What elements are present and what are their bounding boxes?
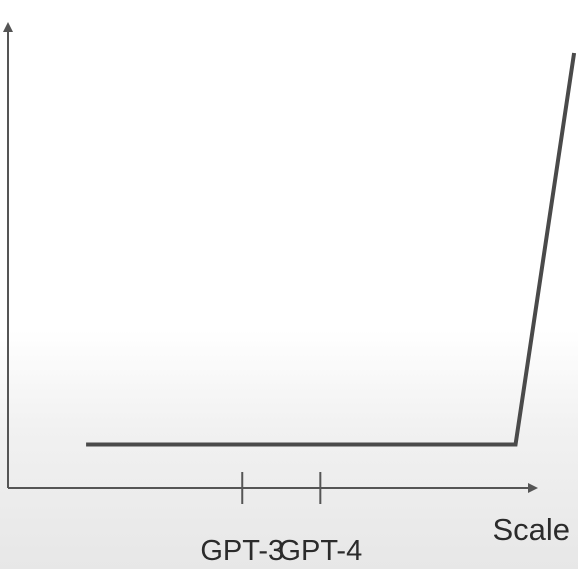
series-line bbox=[86, 52, 577, 447]
axes bbox=[2, 22, 538, 493]
series-group bbox=[86, 52, 577, 447]
x-axis-title: Scale bbox=[492, 512, 570, 547]
x-tick-label: GPT-3 bbox=[200, 535, 284, 567]
x-tick-label: GPT-4 bbox=[278, 535, 362, 567]
